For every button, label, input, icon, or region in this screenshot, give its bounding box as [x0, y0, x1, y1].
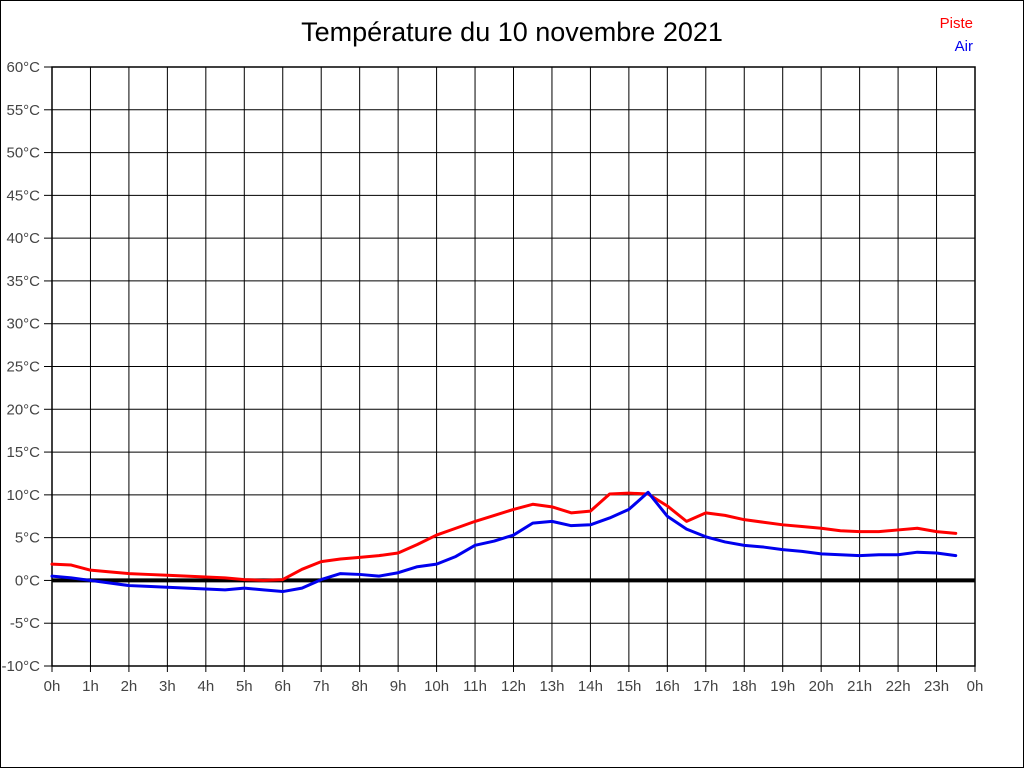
chart-title: Température du 10 novembre 2021 — [301, 17, 723, 47]
series-line-piste — [50, 491, 958, 582]
x-tick-label: 1h — [82, 678, 99, 695]
y-tick-label: 50°C — [6, 145, 40, 162]
y-tick-label: -10°C — [1, 658, 40, 675]
x-tick-label: 3h — [159, 678, 176, 695]
y-tick-label: 55°C — [6, 102, 40, 119]
x-tick-label: 20h — [809, 678, 834, 695]
x-tick-label: 9h — [390, 678, 407, 695]
x-tick-label: 8h — [351, 678, 368, 695]
series-line-air — [50, 490, 958, 594]
x-tick-label: 19h — [770, 678, 795, 695]
y-tick-label: 15°C — [6, 444, 40, 461]
x-tick-label: 16h — [655, 678, 680, 695]
x-tick-label: 0h — [967, 678, 984, 695]
legend-item-piste: Piste — [939, 15, 973, 32]
y-tick-label: 25°C — [6, 359, 40, 376]
y-tick-label: 60°C — [6, 59, 40, 76]
x-tick-label: 13h — [539, 678, 564, 695]
legend-item-air: Air — [954, 38, 973, 55]
x-tick-label: 4h — [197, 678, 214, 695]
plot-frame — [51, 66, 976, 667]
y-tick-label: 10°C — [6, 487, 40, 504]
x-tick-label: 6h — [274, 678, 291, 695]
x-tick-label: 21h — [847, 678, 872, 695]
chart-legend: Piste Air — [940, 12, 973, 58]
y-tick-label: 20°C — [6, 401, 40, 418]
y-tick-label: 0°C — [15, 572, 40, 589]
y-tick-label: 35°C — [6, 273, 40, 290]
x-tick-label: 18h — [732, 678, 757, 695]
x-tick-label: 17h — [693, 678, 718, 695]
x-tick-label: 23h — [924, 678, 949, 695]
y-tick-label: 45°C — [6, 187, 40, 204]
y-tick-label: -5°C — [10, 615, 40, 632]
x-tick-label: 2h — [121, 678, 138, 695]
y-tick-label: 30°C — [6, 316, 40, 333]
x-tick-label: 11h — [463, 678, 487, 695]
x-tick-label: 0h — [44, 678, 61, 695]
x-tick-label: 5h — [236, 678, 253, 695]
x-tick-label: 10h — [424, 678, 449, 695]
x-tick-label: 12h — [501, 678, 526, 695]
x-tick-label: 14h — [578, 678, 603, 695]
x-tick-label: 7h — [313, 678, 330, 695]
y-tick-label: 5°C — [15, 530, 40, 547]
x-tick-label: 22h — [886, 678, 911, 695]
y-tick-label: 40°C — [6, 230, 40, 247]
x-tick-label: 15h — [616, 678, 641, 695]
